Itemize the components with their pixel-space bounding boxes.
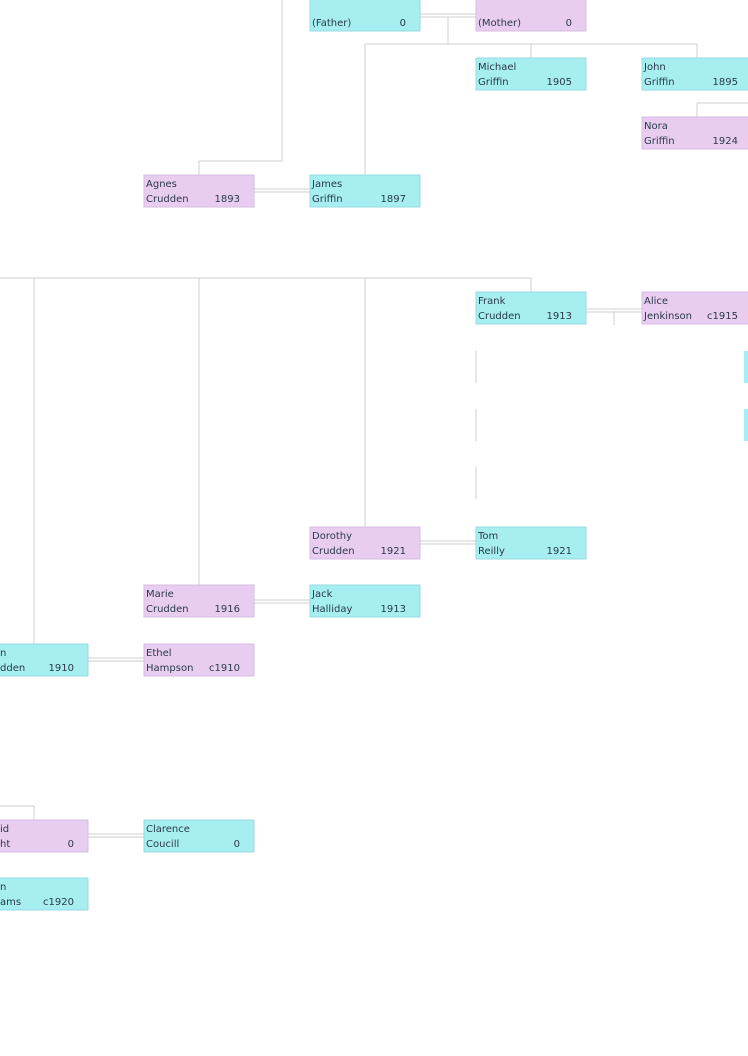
surname: Griffin [312,194,343,205]
year: 1913 [381,604,406,615]
first-name: Michael [478,62,516,73]
box [0,819,89,853]
first-name: Marie [146,589,174,600]
box [309,174,421,208]
surname: Crudden [478,311,521,322]
first-name: Jack [311,589,333,600]
first-name: Tom [477,531,498,542]
person-box: Dorothy Crudden 1921 [309,526,421,560]
person-box: id ht 0 [0,819,89,853]
first-name: Agnes [146,179,177,190]
box [641,291,748,325]
first-name: Clarence [146,824,190,835]
person-box: Alice Jenkinson c1915 [641,291,748,325]
person-box: n ams c1920 [0,877,89,911]
box [143,643,255,677]
year: 1924 [713,136,738,147]
first-name: Alice [644,296,668,307]
person-box: Michael Griffin 1905 [475,57,587,91]
person-boxes: (Father) 0 (Mother) 0 Michael Griffin 1905 John… [0,0,748,911]
first-name: James [311,179,342,190]
box [309,584,421,618]
box [309,526,421,560]
person-box: Clarence Coucill 0 [143,819,255,853]
year: 1921 [381,546,406,557]
offscreen-box [744,351,748,383]
year: 0 [400,18,406,29]
surname: Coucill [146,839,179,850]
year: c1910 [209,663,240,674]
surname: (Father) [312,18,351,29]
surname: dden [0,663,25,674]
surname: Crudden [312,546,355,557]
connectors [0,0,748,838]
year: 0 [68,839,74,850]
surname: Griffin [644,136,675,147]
person-box: Ethel Hampson c1910 [143,643,255,677]
surname: Crudden [146,604,189,615]
surname: (Mother) [478,18,521,29]
person-box: (Mother) 0 [475,0,587,32]
year: 1921 [547,546,572,557]
first-name: id [0,824,9,835]
person-box: John Griffin 1895 [641,57,748,91]
box [475,0,587,32]
surname: Hampson [146,663,193,674]
year: 1910 [49,663,74,674]
box [143,174,255,208]
box [641,116,748,150]
box [0,877,89,911]
surname: Reilly [478,546,505,557]
first-name: n [0,648,6,659]
year: 1905 [547,77,572,88]
year: 0 [234,839,240,850]
year: c1920 [43,897,74,908]
person-box: Frank Crudden 1913 [475,291,587,325]
box [475,57,587,91]
person-box: (Father) 0 [309,0,421,32]
first-name: Ethel [146,648,172,659]
box [143,819,255,853]
person-box: Jack Halliday 1913 [309,584,421,618]
year: c1915 [707,311,738,322]
box [475,526,587,560]
person-box: n dden 1910 [0,643,89,677]
year: 0 [566,18,572,29]
first-name: Nora [644,121,668,132]
surname: ht [0,839,10,850]
year: 1913 [547,311,572,322]
first-name: Frank [478,296,506,307]
year: 1916 [215,604,240,615]
year: 1893 [215,194,240,205]
first-name: John [643,62,666,73]
surname: Jenkinson [643,311,692,322]
box [0,643,89,677]
surname: Halliday [312,604,352,615]
year: 1895 [713,77,738,88]
box [309,0,421,32]
offscreen-box [744,409,748,441]
person-box: Marie Crudden 1916 [143,584,255,618]
surname: Griffin [644,77,675,88]
person-box: Nora Griffin 1924 [641,116,748,150]
person-box: James Griffin 1897 [309,174,421,208]
box [475,291,587,325]
year: 1897 [381,194,406,205]
box [641,57,748,91]
person-box: Tom Reilly 1921 [475,526,587,560]
surname: Griffin [478,77,509,88]
surname: ams [0,897,21,908]
first-name: Dorothy [312,531,352,542]
box [143,584,255,618]
person-box: Agnes Crudden 1893 [143,174,255,208]
first-name: n [0,882,6,893]
surname: Crudden [146,194,189,205]
